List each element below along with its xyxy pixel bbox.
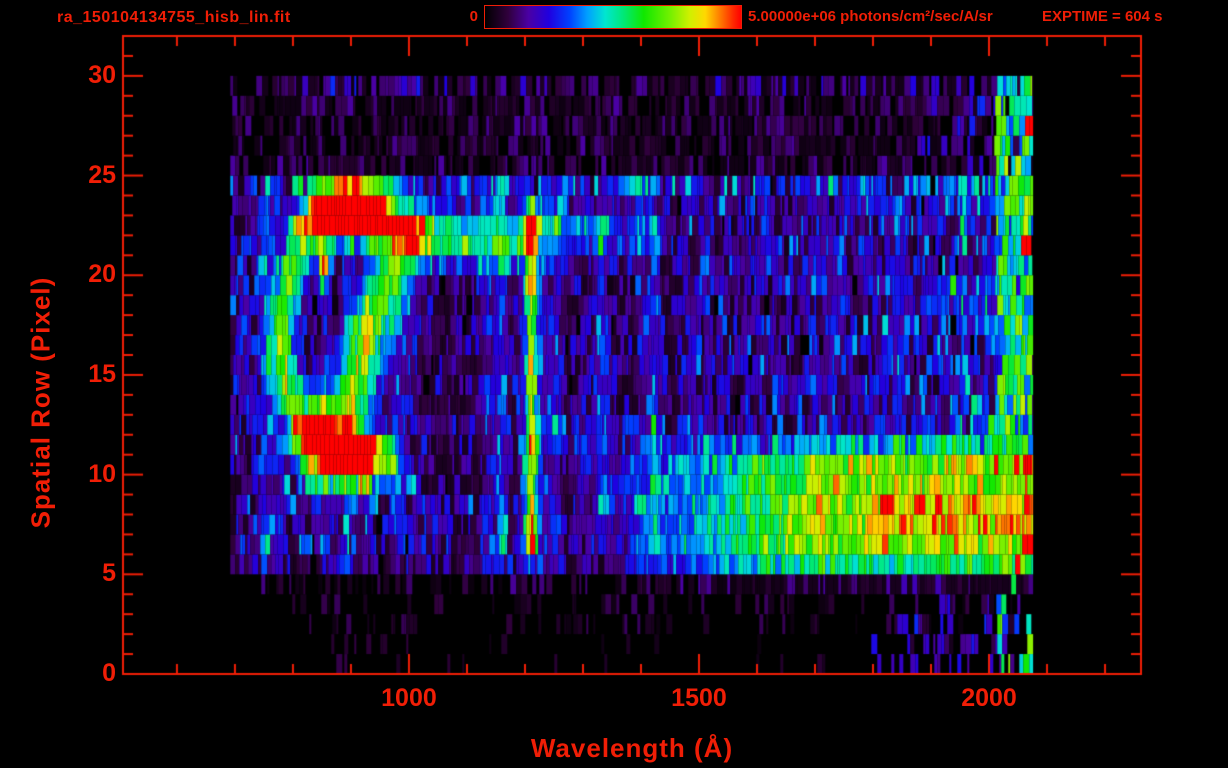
x-axis-title: Wavelength (Å) bbox=[530, 733, 734, 763]
y-tick-label: 10 bbox=[88, 459, 116, 488]
x-tick-label: 1000 bbox=[381, 684, 437, 712]
filename-title: ra_150104134755_hisb_lin.fit bbox=[57, 9, 291, 26]
x-tick-label: 1500 bbox=[671, 684, 727, 712]
y-tick-label: 20 bbox=[88, 260, 116, 289]
colorbar-min-label: 0 bbox=[469, 8, 478, 25]
y-tick-label: 5 bbox=[102, 559, 116, 588]
y-tick-label: 25 bbox=[88, 160, 116, 189]
exptime-label: EXPTIME = 604 s bbox=[1042, 8, 1163, 25]
colorbar-max-label: 5.00000e+06 photons/cm²/sec/A/sr bbox=[748, 8, 993, 25]
y-tick-label: 0 bbox=[102, 659, 116, 687]
x-tick-label: 2000 bbox=[961, 684, 1017, 712]
colorbar-gradient bbox=[484, 5, 742, 29]
y-tick-label: 15 bbox=[88, 359, 116, 388]
y-tick-label: 30 bbox=[88, 60, 116, 89]
